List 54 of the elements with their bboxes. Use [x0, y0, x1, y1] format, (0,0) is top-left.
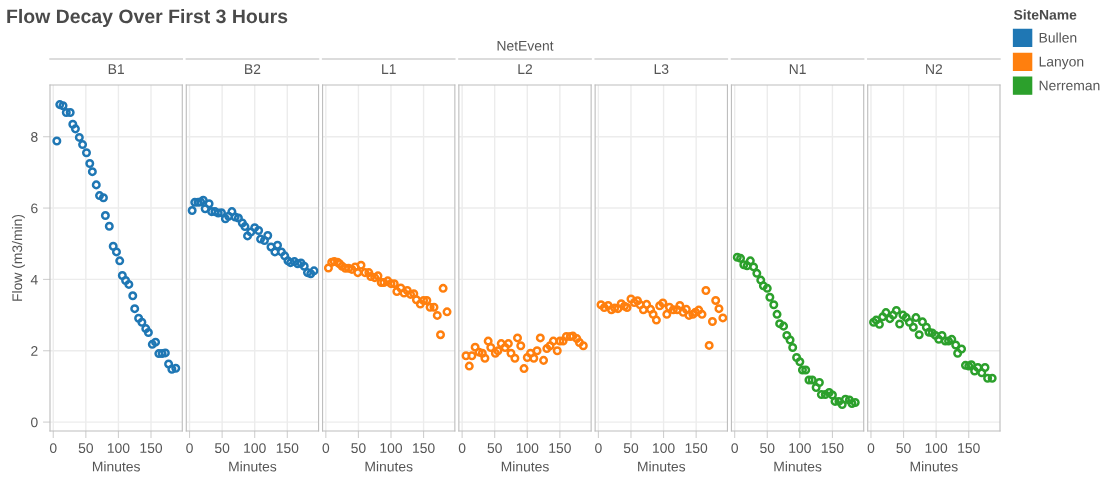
- x-tick-label: 0: [867, 443, 875, 454]
- text: NetEvent: [497, 41, 554, 51]
- chart-title: N2: [926, 64, 943, 74]
- x-axis-title: Minutes: [910, 461, 958, 472]
- y-tick-label: 4: [30, 274, 38, 285]
- x-tick-label: 150: [276, 443, 299, 454]
- legend-label: Bullen: [1039, 32, 1077, 43]
- x-tick-label: 50: [487, 443, 502, 454]
- x-axis-title: Minutes: [774, 461, 822, 472]
- chart-title: L3: [654, 64, 669, 75]
- x-axis-title: Minutes: [501, 461, 549, 472]
- x-tick-label: 0: [322, 443, 330, 454]
- x-tick-label: 0: [186, 443, 193, 454]
- x-tick-label: 50: [623, 443, 639, 454]
- x-tick-label: 50: [896, 443, 911, 454]
- x-tick-label: 0: [49, 443, 57, 454]
- x-tick-label: 100: [244, 443, 266, 454]
- x-axis-title: Minutes: [92, 461, 140, 472]
- x-tick-label: 150: [413, 443, 435, 454]
- y-axis-title: Flow (m3/min): [11, 214, 25, 301]
- x-tick-label: 50: [760, 443, 775, 454]
- x-tick-label: 150: [685, 443, 708, 454]
- x-tick-label: 100: [789, 443, 811, 454]
- x-tick-label: 50: [78, 443, 94, 454]
- chart-title: L1: [382, 64, 396, 74]
- x-tick-label: 50: [214, 443, 230, 454]
- x-axis-title: Minutes: [365, 461, 413, 472]
- x-tick-label: 100: [516, 443, 539, 454]
- x-axis-title: Minutes: [229, 461, 277, 472]
- x-tick-label: 50: [351, 443, 366, 454]
- x-tick-label: 100: [380, 443, 403, 454]
- chart-title: L2: [518, 64, 533, 74]
- x-axis-title: Minutes: [638, 461, 686, 472]
- x-tick-label: 100: [653, 443, 675, 454]
- chart-title: N1: [789, 64, 806, 74]
- legend-title: SiteName: [1013, 9, 1077, 20]
- x-tick-label: 150: [140, 443, 163, 454]
- x-tick-label: 0: [595, 443, 602, 454]
- legend-label: Lanyon: [1039, 56, 1084, 70]
- x-tick-label: 0: [731, 443, 739, 454]
- x-tick-label: 100: [107, 443, 130, 454]
- y-tick-label: 6: [31, 203, 38, 214]
- legend-label: Nerreman: [1039, 80, 1100, 91]
- x-tick-label: 150: [549, 443, 571, 454]
- y-tick-label: 0: [31, 417, 38, 428]
- x-tick-label: 0: [458, 443, 466, 454]
- y-tick-label: 2: [31, 346, 38, 356]
- chart-title: B2: [245, 64, 261, 74]
- x-tick-label: 150: [821, 443, 844, 454]
- x-tick-label: 100: [925, 443, 948, 454]
- text: Flow Decay Over First 3 Hours: [7, 8, 288, 28]
- y-tick-label: 8: [31, 132, 38, 142]
- chart-title: B1: [108, 64, 124, 74]
- x-tick-label: 150: [958, 443, 980, 454]
